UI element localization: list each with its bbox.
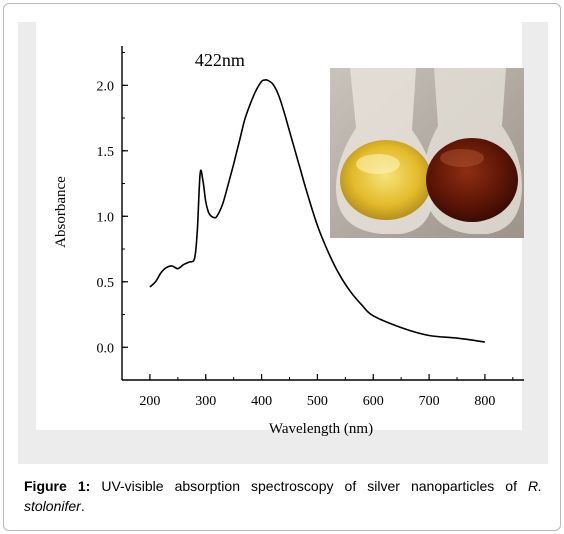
caption-species: R. stolonifer [24, 478, 543, 514]
y-tick-label: 1.0 [97, 210, 115, 225]
x-tick-label: 400 [251, 394, 272, 409]
peak-annotation: 422nm [195, 50, 245, 70]
caption-text: UV-visible absorption spectroscopy of si… [101, 478, 517, 494]
absorbance-curve [149, 78, 486, 343]
x-tick-label: 200 [139, 394, 160, 409]
chart-series [149, 78, 486, 343]
x-tick-label: 300 [195, 394, 216, 409]
x-axis-label: Wavelength (nm) [269, 421, 373, 437]
y-tick-label: 0.0 [97, 341, 115, 356]
y-axis-label: Absorbance [53, 176, 69, 248]
x-tick-label: 700 [419, 394, 440, 409]
caption-label: Figure 1: [24, 478, 91, 494]
y-tick-label: 0.5 [97, 276, 115, 291]
flasks-photo [330, 68, 524, 238]
x-tick-label: 500 [307, 394, 328, 409]
x-tick-label: 600 [363, 394, 384, 409]
caption-end: . [80, 498, 85, 514]
figure-caption: Figure 1: UV-visible absorption spectros… [24, 476, 542, 516]
x-tick-label: 800 [474, 394, 495, 409]
photo-two-flasks-icon [330, 68, 524, 238]
y-tick-label: 2.0 [97, 79, 115, 94]
chart-ticks: 0.0 0.5 1.0 1.5 2.0 200 300 400 500 600 700 800 [97, 52, 514, 409]
y-tick-label: 1.5 [97, 145, 115, 160]
